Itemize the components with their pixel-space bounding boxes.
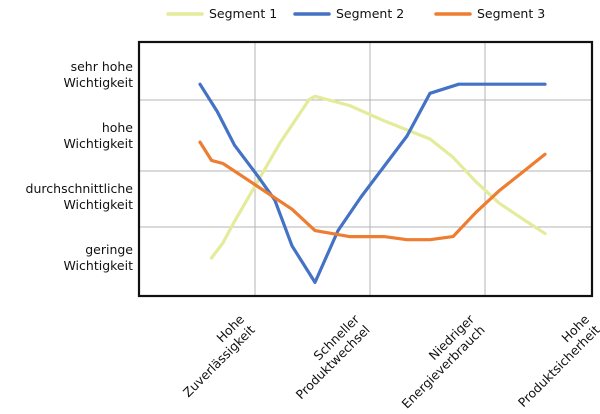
series-line-3 [198,140,547,242]
legend-label: Segment 1 [209,6,277,21]
y-tick-label: sehr hohe Wichtigkeit [63,59,133,90]
y-tick-label: hohe Wichtigkeit [63,120,133,151]
plot-frame [137,40,594,298]
y-tick-label: geringe Wichtigkeit [63,242,133,273]
x-tick-label: NiedrigerEnergieverbrauch [388,311,488,411]
y-axis-labels: geringe Wichtigkeit durchschnittliche Wicht… [26,59,134,273]
series-line-2 [198,82,547,284]
x-axis-labels: HoheZuverlässigkeit SchnellerProduktwechs… [169,311,600,411]
x-tick-label: HoheZuverlässigkeit [169,311,258,400]
x-tick-label: SchnellerProduktwechsel [282,311,373,402]
x-tick-label: HoheProduktsicherheit [504,311,600,410]
series-lines [198,82,547,284]
y-tick-label: durchschnittliche Wichtigkeit [26,181,134,212]
legend-label: Segment 2 [336,6,404,21]
series-line-1 [209,94,547,260]
legend-label: Segment 3 [477,6,545,21]
legend: Segment 1 Segment 2 Segment 3 [166,6,545,21]
